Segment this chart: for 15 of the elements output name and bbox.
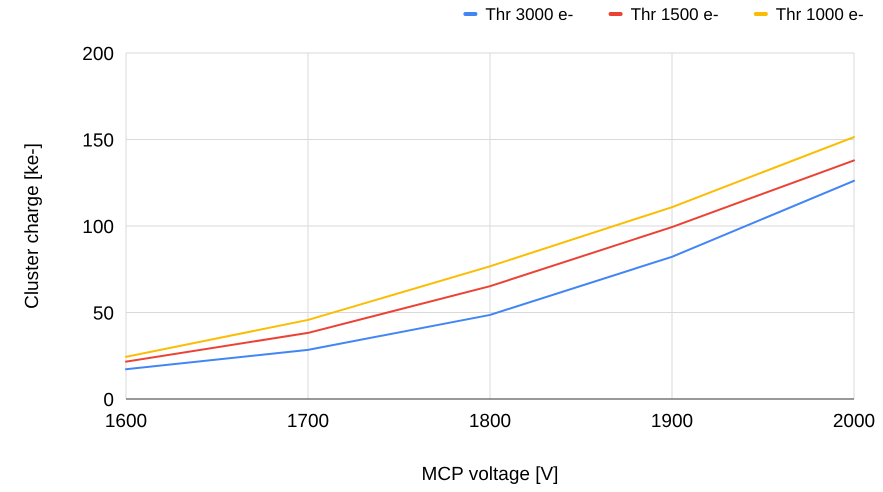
x-tick-label: 2000 <box>832 411 876 432</box>
legend-label: Thr 1500 e- <box>630 5 718 24</box>
y-tick-label: 100 <box>82 217 114 238</box>
legend-label: Thr 3000 e- <box>485 5 574 24</box>
x-axis-title: MCP voltage [V] <box>422 464 558 485</box>
legend-label: Thr 1000 e- <box>776 5 864 24</box>
y-tick-label: 0 <box>103 390 114 411</box>
x-tick-label: 1700 <box>286 411 330 432</box>
y-axis-title: Cluster charge [ke-] <box>22 143 43 309</box>
x-tick-label: 1900 <box>650 411 694 432</box>
x-tick-label: 1600 <box>104 411 148 432</box>
y-tick-label: 50 <box>92 304 114 324</box>
x-tick-label: 1800 <box>468 411 512 432</box>
y-tick-label: 200 <box>82 44 114 65</box>
y-tick-label: 150 <box>82 130 114 152</box>
